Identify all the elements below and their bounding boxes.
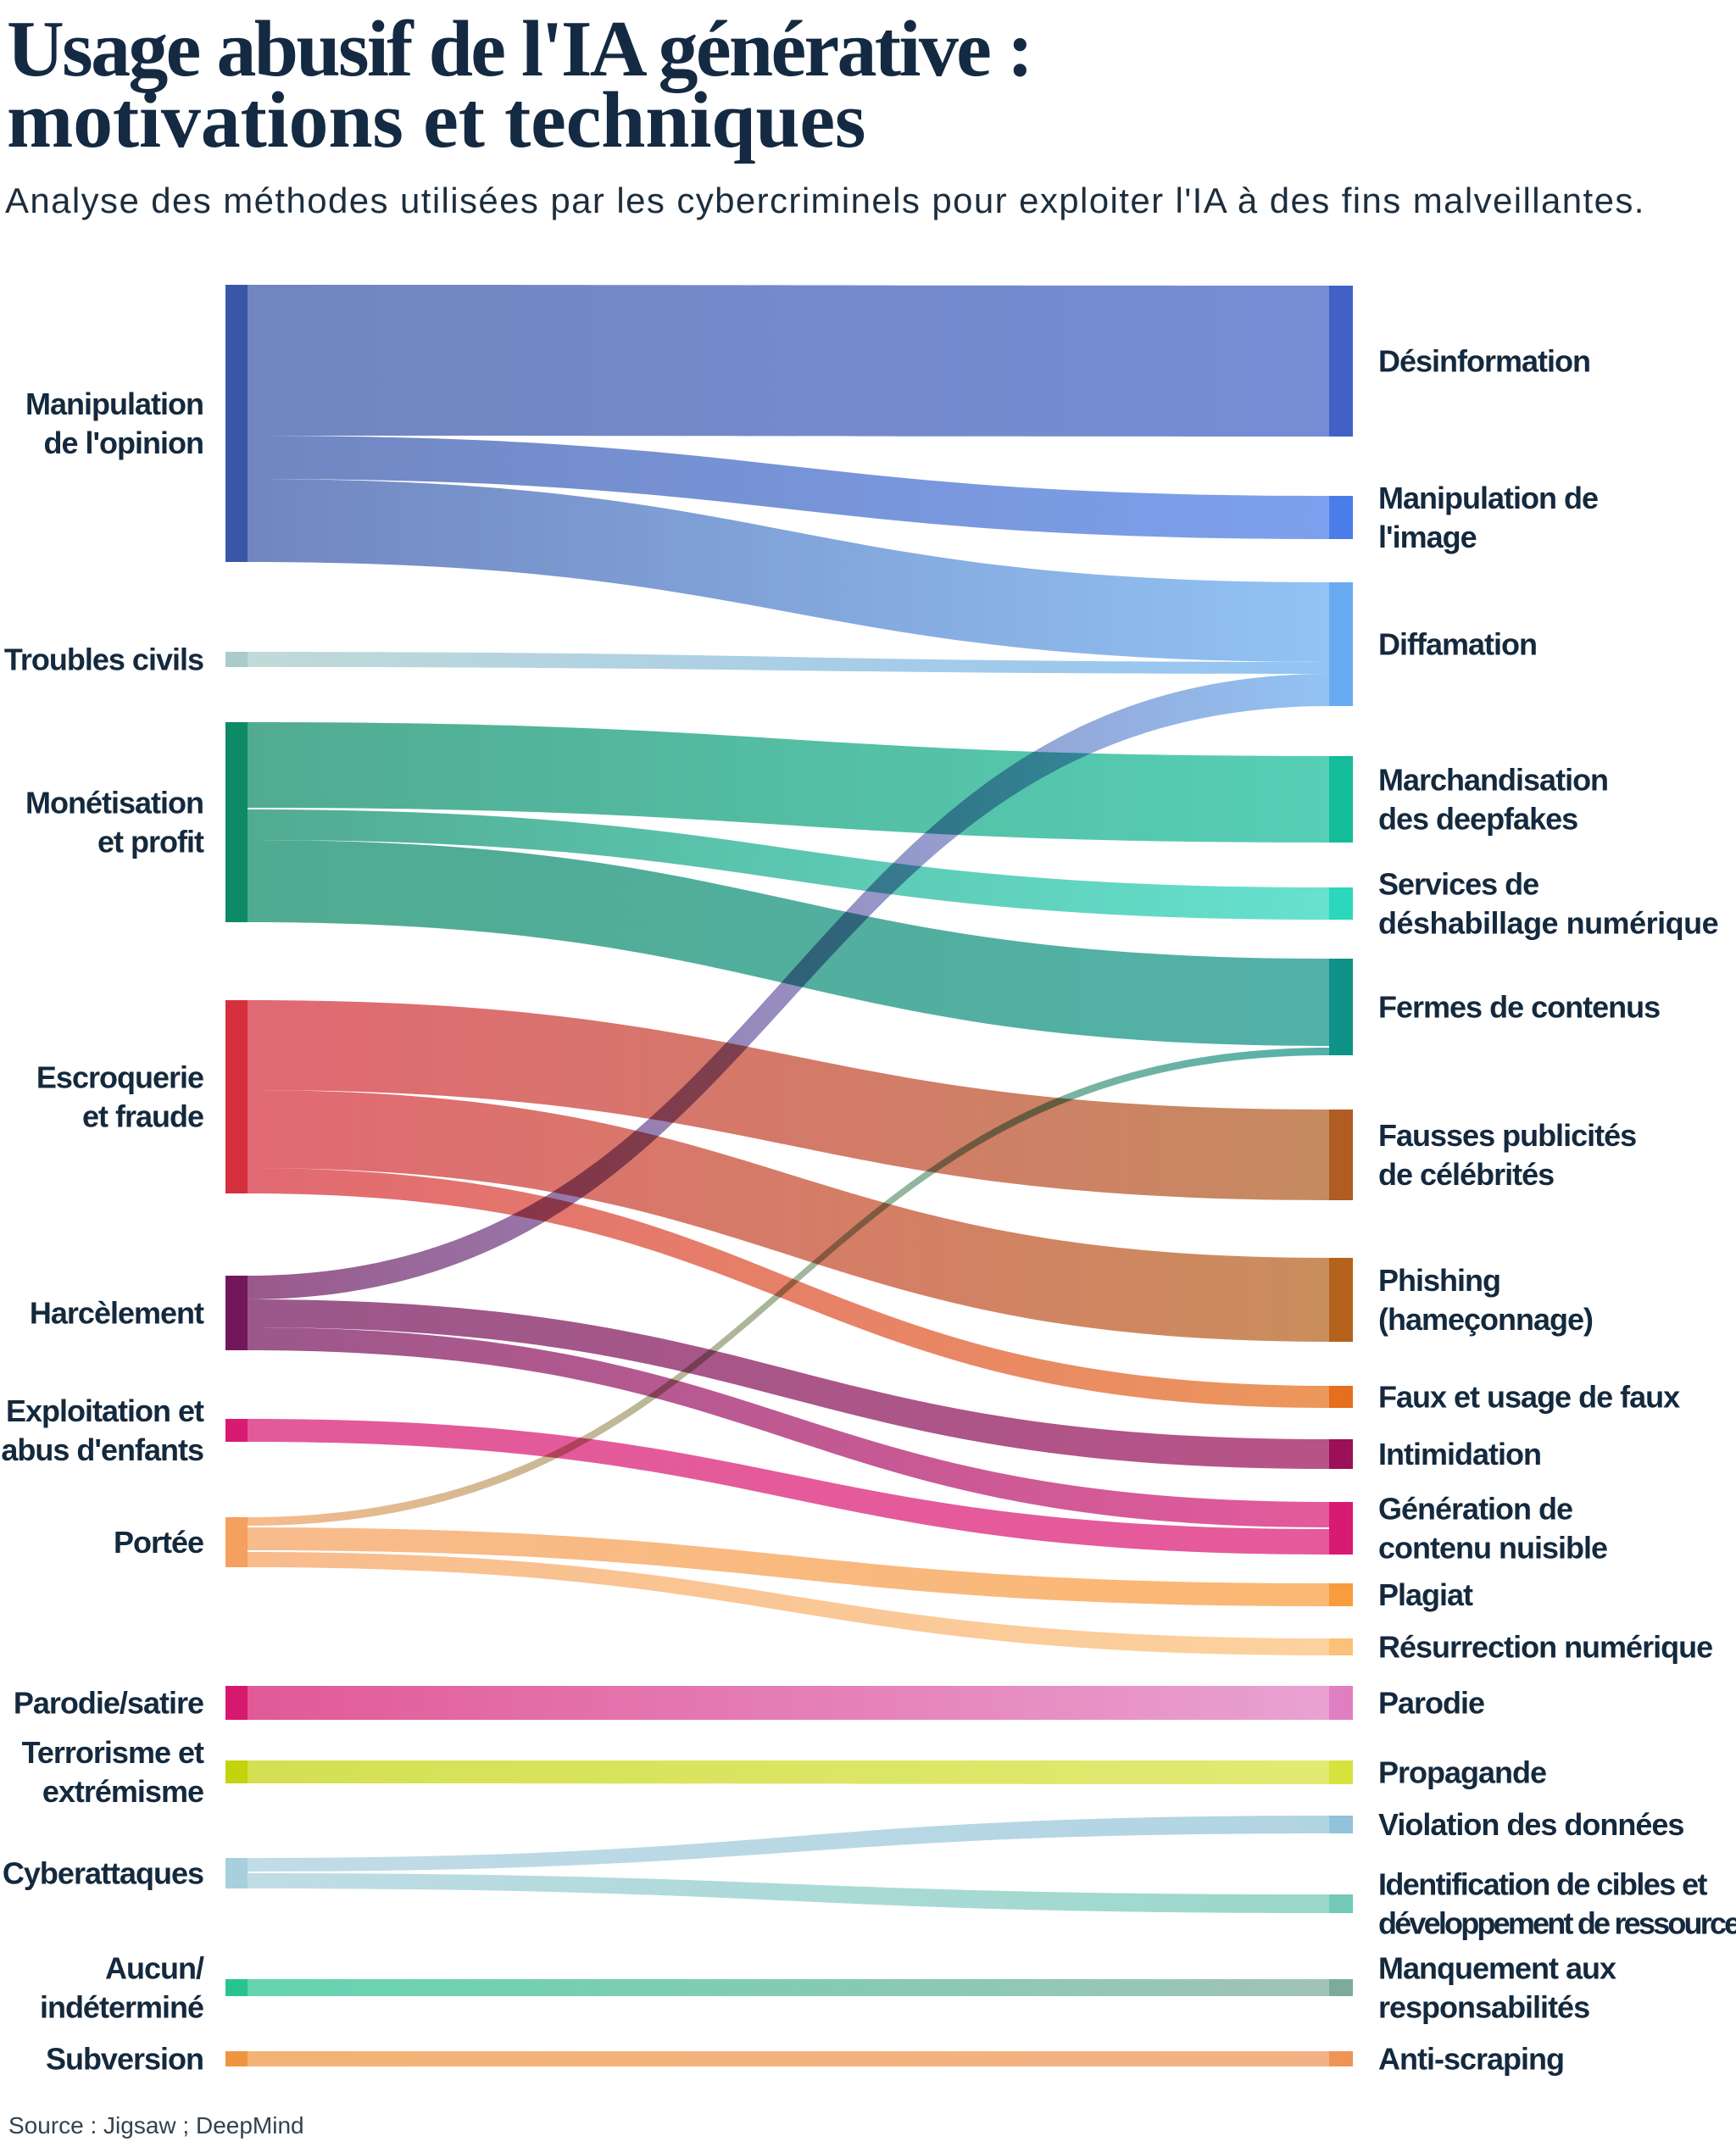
- svg-text:déshabillage numérique: déshabillage numérique: [1378, 906, 1718, 941]
- svg-text:Fausses publicités: Fausses publicités: [1378, 1118, 1636, 1153]
- svg-text:Diffamation: Diffamation: [1378, 627, 1537, 662]
- svg-text:Génération de: Génération de: [1378, 1492, 1572, 1527]
- svg-text:Anti-scraping: Anti-scraping: [1378, 2042, 1564, 2077]
- svg-text:Analyse des méthodes utilisées: Analyse des méthodes utilisées par les c…: [5, 181, 1645, 220]
- svg-text:Terrorisme et: Terrorisme et: [22, 1735, 204, 1770]
- svg-text:Propagande: Propagande: [1378, 1755, 1546, 1790]
- svg-text:Subversion: Subversion: [46, 2042, 203, 2077]
- svg-text:de célébrités: de célébrités: [1378, 1157, 1554, 1192]
- svg-text:Parodie: Parodie: [1378, 1686, 1484, 1721]
- svg-text:Violation des données: Violation des données: [1378, 1807, 1683, 1842]
- svg-text:abus d'enfants: abus d'enfants: [1, 1432, 203, 1467]
- svg-text:des deepfakes: des deepfakes: [1378, 802, 1577, 837]
- svg-text:indéterminé: indéterminé: [40, 1990, 203, 2025]
- svg-text:Monétisation: Monétisation: [25, 786, 203, 820]
- svg-text:Troubles civils: Troubles civils: [4, 642, 203, 677]
- svg-text:Cyberattaques: Cyberattaques: [3, 1856, 203, 1891]
- svg-text:Manquement aux: Manquement aux: [1378, 1951, 1616, 1986]
- svg-text:Manipulation: Manipulation: [25, 387, 203, 421]
- svg-text:Usage abusif de l'IA générativ: Usage abusif de l'IA générative :: [7, 5, 1032, 93]
- svg-text:Services de: Services de: [1378, 867, 1538, 902]
- svg-text:Faux et usage de faux: Faux et usage de faux: [1378, 1380, 1680, 1415]
- svg-text:Résurrection numérique: Résurrection numérique: [1378, 1630, 1712, 1665]
- svg-text:extrémisme: extrémisme: [42, 1774, 203, 1809]
- svg-text:responsabilités: responsabilités: [1378, 1990, 1589, 2025]
- svg-text:l'image: l'image: [1378, 520, 1477, 554]
- svg-text:motivations et techniques: motivations et techniques: [7, 76, 865, 164]
- svg-text:Aucun/: Aucun/: [105, 1951, 204, 1986]
- svg-text:et fraude: et fraude: [82, 1099, 203, 1134]
- svg-text:contenu nuisible: contenu nuisible: [1378, 1531, 1607, 1566]
- svg-text:(hameçonnage): (hameçonnage): [1378, 1302, 1593, 1337]
- svg-text:Parodie/satire: Parodie/satire: [14, 1686, 203, 1721]
- svg-text:Fermes de contenus: Fermes de contenus: [1378, 990, 1660, 1025]
- svg-text:Identification de cibles et: Identification de cibles et: [1378, 1867, 1707, 1902]
- svg-text:Source : Jigsaw ; DeepMind: Source : Jigsaw ; DeepMind: [8, 2112, 304, 2139]
- svg-text:Intimidation: Intimidation: [1378, 1437, 1541, 1471]
- svg-text:Marchandisation: Marchandisation: [1378, 763, 1608, 798]
- svg-text:Exploitation et: Exploitation et: [6, 1393, 204, 1428]
- svg-text:Harcèlement: Harcèlement: [30, 1296, 204, 1331]
- svg-text:de l'opinion: de l'opinion: [43, 426, 203, 460]
- svg-text:Désinformation: Désinformation: [1378, 344, 1590, 379]
- svg-text:Manipulation de: Manipulation de: [1378, 481, 1598, 515]
- svg-text:Escroquerie: Escroquerie: [36, 1060, 203, 1095]
- svg-text:Portée: Portée: [114, 1525, 203, 1560]
- svg-text:Phishing: Phishing: [1378, 1263, 1500, 1298]
- svg-text:et profit: et profit: [97, 825, 204, 859]
- svg-text:Plagiat: Plagiat: [1378, 1577, 1473, 1612]
- svg-text:développement de ressources: développement de ressources: [1378, 1906, 1736, 1941]
